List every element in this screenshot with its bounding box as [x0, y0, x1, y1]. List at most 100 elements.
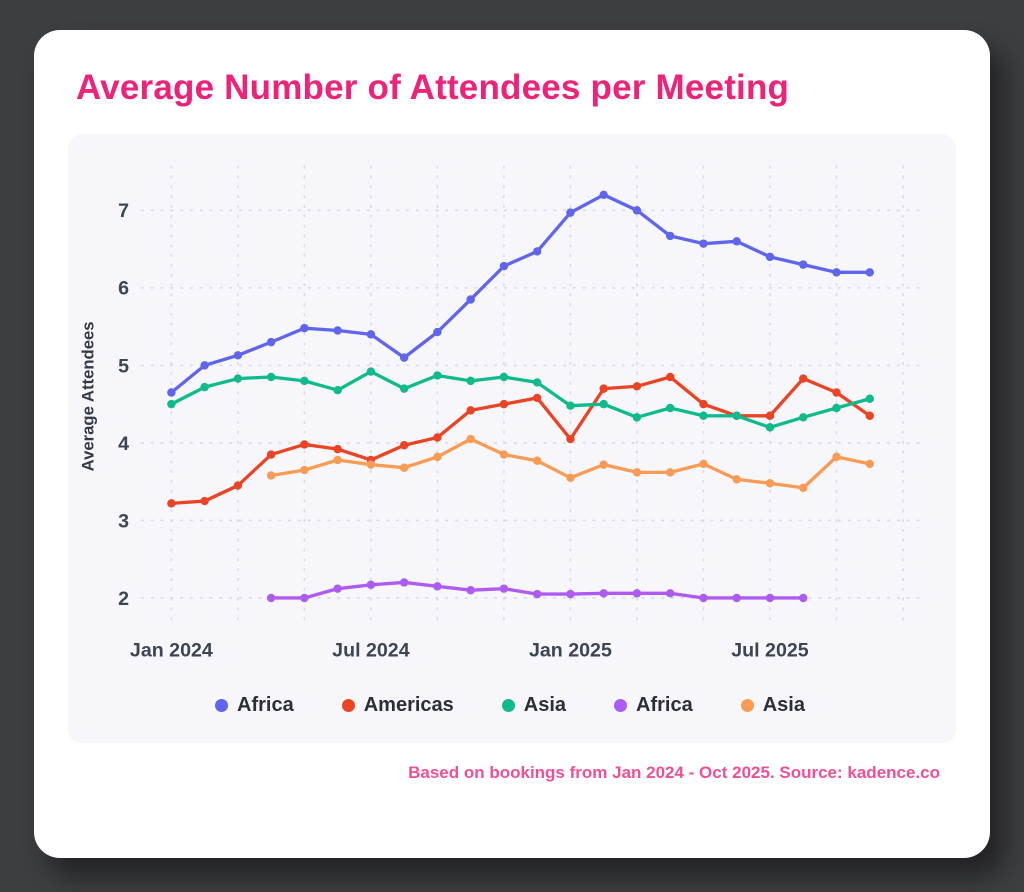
data-point[interactable]: [433, 582, 442, 591]
data-point[interactable]: [832, 388, 841, 397]
data-point[interactable]: [799, 260, 808, 269]
data-point[interactable]: [399, 384, 409, 393]
data-point[interactable]: [665, 589, 675, 598]
data-point[interactable]: [233, 351, 243, 360]
data-point[interactable]: [599, 190, 608, 200]
data-point[interactable]: [233, 374, 243, 383]
data-point[interactable]: [499, 399, 509, 409]
data-point[interactable]: [865, 411, 874, 420]
data-point[interactable]: [632, 413, 642, 422]
legend-item-asia[interactable]: Asia: [501, 694, 566, 717]
data-point[interactable]: [433, 452, 442, 462]
data-point[interactable]: [366, 460, 376, 469]
data-point[interactable]: [266, 593, 276, 603]
data-point[interactable]: [466, 434, 475, 444]
data-point[interactable]: [333, 584, 342, 593]
data-point[interactable]: [599, 399, 608, 409]
data-point[interactable]: [632, 382, 642, 391]
data-point[interactable]: [865, 268, 874, 277]
data-point[interactable]: [832, 403, 841, 413]
data-point[interactable]: [532, 456, 542, 465]
data-point[interactable]: [566, 589, 575, 599]
data-point[interactable]: [665, 403, 675, 413]
data-point[interactable]: [732, 237, 741, 246]
data-point[interactable]: [266, 471, 276, 480]
data-point[interactable]: [200, 496, 209, 506]
data-point[interactable]: [599, 589, 608, 598]
data-point[interactable]: [300, 376, 309, 386]
data-point[interactable]: [399, 578, 409, 587]
data-point[interactable]: [366, 367, 376, 376]
data-point[interactable]: [832, 452, 841, 462]
data-point[interactable]: [399, 353, 409, 362]
data-point[interactable]: [699, 593, 708, 603]
data-point[interactable]: [799, 593, 808, 603]
data-point[interactable]: [732, 593, 741, 603]
data-point[interactable]: [599, 384, 608, 393]
data-point[interactable]: [632, 589, 642, 598]
data-point[interactable]: [333, 326, 342, 335]
data-point[interactable]: [865, 459, 874, 469]
data-point[interactable]: [266, 337, 276, 347]
data-point[interactable]: [732, 411, 741, 420]
data-point[interactable]: [865, 394, 874, 403]
data-point[interactable]: [167, 399, 176, 409]
data-point[interactable]: [466, 585, 475, 595]
data-point[interactable]: [832, 268, 841, 277]
data-point[interactable]: [200, 382, 209, 392]
data-point[interactable]: [665, 468, 675, 477]
data-point[interactable]: [499, 584, 509, 593]
data-point[interactable]: [765, 411, 775, 420]
data-point[interactable]: [699, 459, 708, 469]
data-point[interactable]: [433, 433, 442, 442]
data-point[interactable]: [799, 483, 808, 493]
data-point[interactable]: [399, 463, 409, 472]
data-point[interactable]: [200, 361, 209, 370]
data-point[interactable]: [765, 252, 775, 262]
data-point[interactable]: [499, 450, 509, 459]
data-point[interactable]: [699, 411, 708, 420]
data-point[interactable]: [433, 327, 442, 337]
data-point[interactable]: [300, 465, 309, 475]
data-point[interactable]: [499, 261, 509, 271]
data-point[interactable]: [466, 376, 475, 386]
legend-item-africa[interactable]: Africa: [215, 694, 294, 717]
data-point[interactable]: [466, 406, 475, 415]
data-point[interactable]: [300, 323, 309, 333]
data-point[interactable]: [765, 593, 775, 603]
data-point[interactable]: [233, 481, 243, 490]
data-point[interactable]: [466, 295, 475, 304]
data-point[interactable]: [632, 468, 642, 477]
data-point[interactable]: [300, 593, 309, 603]
data-point[interactable]: [333, 444, 342, 454]
data-point[interactable]: [632, 206, 642, 215]
data-point[interactable]: [333, 455, 342, 465]
data-point[interactable]: [566, 401, 575, 410]
data-point[interactable]: [266, 450, 276, 459]
data-point[interactable]: [532, 378, 542, 387]
data-point[interactable]: [732, 475, 741, 484]
data-point[interactable]: [366, 580, 376, 590]
legend-item-americas[interactable]: Americas: [341, 694, 454, 717]
data-point[interactable]: [300, 440, 309, 449]
data-point[interactable]: [699, 399, 708, 409]
data-point[interactable]: [532, 589, 542, 599]
data-point[interactable]: [433, 371, 442, 380]
data-point[interactable]: [566, 473, 575, 483]
legend-item-africa[interactable]: Africa: [614, 694, 693, 717]
data-point[interactable]: [167, 499, 176, 508]
data-point[interactable]: [765, 479, 775, 488]
data-point[interactable]: [532, 393, 542, 403]
data-point[interactable]: [167, 388, 176, 397]
data-point[interactable]: [333, 385, 342, 395]
data-point[interactable]: [499, 372, 509, 382]
data-point[interactable]: [765, 423, 775, 432]
data-point[interactable]: [599, 460, 608, 469]
data-point[interactable]: [366, 330, 376, 339]
legend-item-asia[interactable]: Asia: [740, 694, 805, 717]
data-point[interactable]: [532, 247, 542, 256]
data-point[interactable]: [665, 231, 675, 241]
data-point[interactable]: [699, 239, 708, 248]
data-point[interactable]: [799, 374, 808, 383]
data-point[interactable]: [665, 372, 675, 382]
